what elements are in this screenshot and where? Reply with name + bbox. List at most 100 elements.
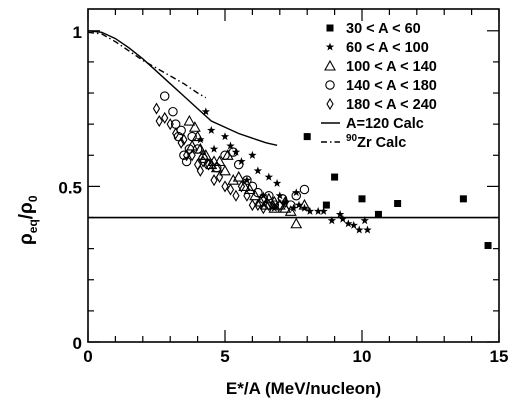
data-point-open-circle: [291, 190, 301, 201]
data-point-open-diamond: [196, 164, 204, 177]
y-tick-label: 0: [73, 334, 82, 353]
data-point-star: [305, 206, 315, 215]
data-point-open-circle: [247, 181, 258, 192]
data-point-open-triangle: [284, 205, 297, 216]
data-point-star: [231, 147, 241, 156]
data-point-star: [207, 125, 216, 134]
data-point-open-circle: [253, 187, 263, 198]
legend-label: 100 < A < 140: [346, 59, 437, 75]
x-tick-label: 10: [353, 347, 372, 366]
data-point-open-diamond: [232, 189, 240, 202]
plot-frame: [87, 8, 500, 343]
data-point-star: [292, 188, 301, 197]
data-point-star: [289, 203, 298, 212]
data-point-open-circle: [299, 184, 310, 195]
y-tick-label: 0.5: [58, 178, 82, 197]
data-point-open-triangle: [262, 192, 275, 204]
axis-labels-group: E*/A (MeV/nucleon) ρeq/ρ0: [16, 195, 381, 398]
data-point-open-circle: [220, 150, 230, 161]
data-point-open-diamond: [276, 198, 284, 212]
x-tick-label: 15: [490, 347, 509, 366]
data-point-filled-square: [394, 200, 402, 208]
data-point-filled-square: [358, 195, 366, 203]
data-point-star: [327, 216, 337, 225]
legend: 30 < A < 60 60 < A < 100 100 < A < 140 140 …: [321, 21, 437, 151]
data-point-star: [272, 178, 282, 187]
y-axis-label: ρeq/ρ0: [16, 195, 40, 245]
data-point-open-triangle: [298, 198, 311, 210]
data-point-star: [294, 200, 304, 209]
data-point-open-diamond: [265, 198, 273, 212]
data-point-star: [264, 172, 274, 181]
series-curve-5: [87, 30, 278, 146]
y-axis-label-base1: ρ: [16, 233, 37, 245]
data-point-open-diamond: [161, 111, 169, 124]
data-point-star: [335, 210, 345, 218]
legend-marker-open-circle: [325, 80, 335, 90]
data-point-open-circle: [242, 175, 252, 185]
data-point-star: [363, 225, 372, 234]
legend-label-text: Zr Calc: [357, 135, 406, 151]
data-point-open-diamond: [226, 183, 235, 196]
legend-label: 30 < A < 60: [346, 21, 421, 37]
data-point-open-circle: [168, 106, 178, 117]
data-point-open-triangle: [194, 142, 207, 154]
curves-group: [87, 30, 278, 146]
data-point-star: [242, 175, 252, 184]
x-axis-label: E*/A (MeV/nucleon): [226, 379, 381, 398]
data-point-open-circle: [198, 153, 208, 164]
data-point-star: [344, 219, 353, 228]
data-point-open-diamond: [254, 198, 262, 212]
x-tick-label: 5: [220, 347, 229, 366]
data-point-star: [355, 225, 364, 234]
data-point-star: [196, 135, 205, 144]
data-point-open-diamond: [243, 189, 251, 202]
data-point-open-diamond: [188, 149, 196, 162]
data-point-star: [300, 203, 309, 212]
data-point-open-diamond: [152, 102, 161, 115]
series-curve-6: [87, 31, 207, 99]
data-point-open-circle: [179, 150, 189, 161]
legend-label: 180 < A < 240: [346, 97, 437, 113]
legend-marker-open-triangle: [324, 59, 336, 71]
data-point-open-diamond: [177, 136, 185, 149]
data-point-star: [253, 166, 263, 175]
legend-label: 60 < A < 100: [346, 40, 429, 56]
data-point-star: [338, 214, 347, 223]
data-point-open-diamond: [204, 158, 213, 171]
data-point-filled-square: [484, 242, 492, 250]
data-point-open-diamond: [166, 118, 174, 131]
data-point-open-triangle: [238, 180, 251, 191]
data-point-open-triangle: [249, 189, 262, 201]
data-point-open-circle: [159, 91, 170, 101]
data-point-open-circle: [212, 162, 222, 173]
data-point-star: [259, 191, 268, 200]
data-point-open-triangle: [243, 183, 256, 195]
data-point-open-circle: [269, 200, 280, 210]
data-point-filled-square: [459, 195, 467, 203]
data-point-star: [281, 197, 290, 206]
y-tick-label: 1: [73, 23, 82, 42]
data-point-star: [201, 107, 210, 116]
data-point-open-triangle: [232, 170, 245, 182]
y-axis-label-slash: /: [16, 213, 37, 219]
y-axis-label-base2: ρ: [16, 202, 37, 214]
data-point-filled-square: [374, 210, 382, 218]
data-point-star: [313, 206, 323, 215]
data-point-open-triangle: [219, 164, 231, 176]
x-tick-label: 0: [83, 347, 92, 366]
data-point-open-circle: [233, 159, 244, 170]
data-point-open-diamond: [281, 195, 289, 209]
data-point-open-triangle: [227, 174, 240, 185]
data-point-open-diamond: [180, 133, 188, 146]
data-point-open-diamond: [248, 198, 257, 212]
legend-marker-filled-square: [326, 24, 334, 32]
data-point-open-diamond: [199, 155, 207, 168]
data-point-open-diamond: [172, 127, 180, 140]
points-group: [152, 91, 492, 250]
axes-group: 0 5 10 15 0 0.5 1: [58, 8, 509, 366]
data-point-open-triangle: [191, 130, 204, 142]
data-point-open-triangle: [290, 217, 303, 229]
